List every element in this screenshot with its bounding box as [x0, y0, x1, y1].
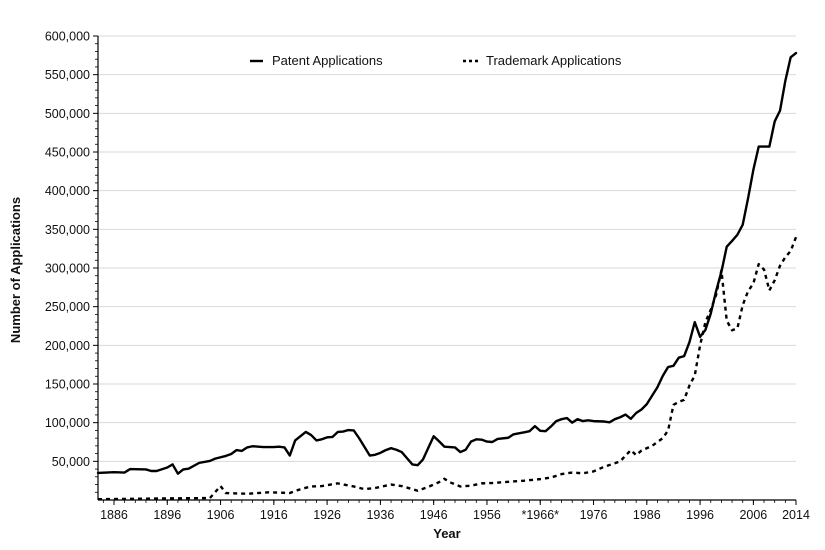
y-tick-label: 500,000	[45, 107, 90, 121]
series-layer	[96, 51, 798, 501]
y-tick-label: 150,000	[45, 378, 90, 392]
series-line-patent	[96, 51, 798, 475]
y-axis-title: Number of Applications	[8, 197, 23, 343]
y-tick-label: 450,000	[45, 146, 90, 160]
x-tick-label: 1956	[473, 508, 501, 522]
x-axis-title: Year	[433, 526, 460, 541]
gridlines	[98, 35, 796, 462]
legend-label-trademark: Trademark Applications	[486, 53, 622, 68]
y-tick-label: 400,000	[45, 184, 90, 198]
x-tick-label: 1946	[420, 508, 448, 522]
legend: Patent Applications Trademark Applicatio…	[250, 53, 622, 68]
legend-item-patent: Patent Applications	[250, 53, 383, 68]
y-tick-label: 350,000	[45, 223, 90, 237]
x-tick-label: 1936	[366, 508, 394, 522]
x-tick-label: 1896	[153, 508, 181, 522]
y-tick-label: 250,000	[45, 300, 90, 314]
x-tick-label: 1996	[686, 508, 714, 522]
y-tick-label: 600,000	[45, 30, 90, 44]
y-tick-label: 100,000	[45, 416, 90, 430]
y-axis-ticks: 50,000 100,000 150,000 200,000 250,000 300,00…	[45, 30, 98, 493]
series-line-trademark	[97, 236, 798, 501]
legend-item-trademark: Trademark Applications	[463, 53, 622, 68]
x-tick-label: *1966*	[521, 508, 559, 522]
y-tick-label: 200,000	[45, 339, 90, 353]
x-tick-label: 1926	[313, 508, 341, 522]
x-tick-label: 2006	[739, 508, 767, 522]
y-tick-label: 50,000	[52, 455, 90, 469]
x-tick-label: 1916	[260, 508, 288, 522]
x-axis-ticks: 1886 1896 1906 1916 1926 1936 1946 1956 *1966* 19…	[100, 500, 810, 522]
y-tick-label: 550,000	[45, 68, 90, 82]
x-tick-label: 1906	[207, 508, 235, 522]
x-tick-label: 1976	[580, 508, 608, 522]
x-tick-label: 1986	[633, 508, 661, 522]
y-tick-label: 300,000	[45, 262, 90, 276]
x-tick-label: 2014	[782, 508, 810, 522]
legend-label-patent: Patent Applications	[272, 53, 383, 68]
x-tick-label: 1886	[100, 508, 128, 522]
